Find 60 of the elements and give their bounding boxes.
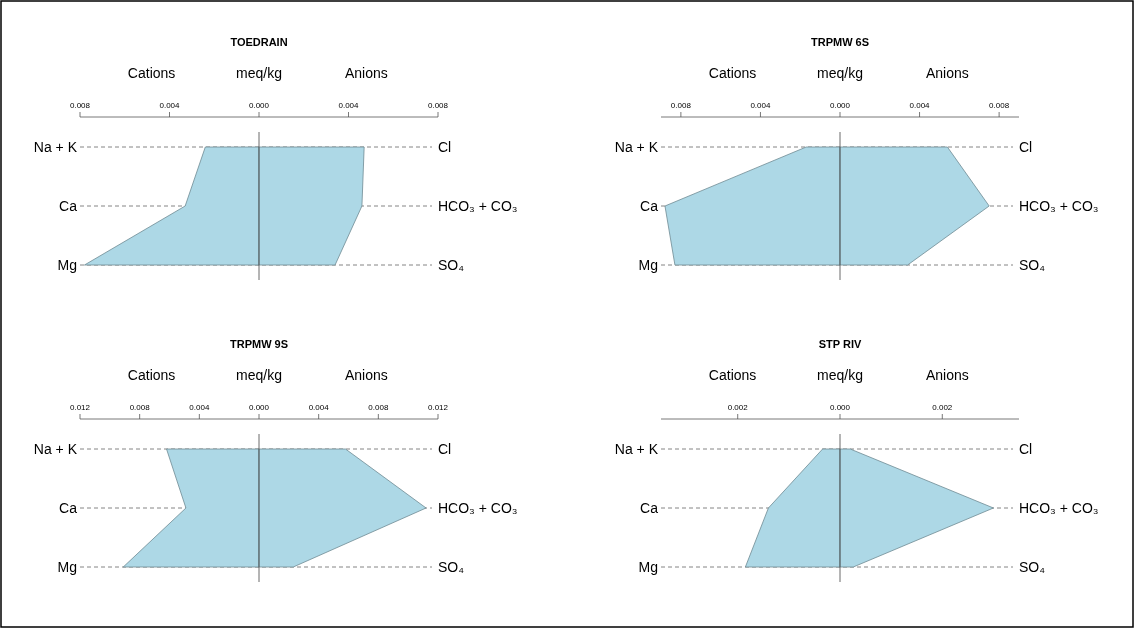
text: Anions (925, 367, 969, 383)
y-tick-label: Ca (59, 198, 78, 214)
x-axis-title: meq/kg (817, 367, 863, 383)
x-tick-label: 0.012 (427, 403, 449, 412)
x-tick-label: 0.008 (69, 101, 91, 110)
y-tick-label: Mg (57, 257, 77, 273)
y2-tick-label: Cl (1019, 441, 1033, 457)
chart-title: STP RIV (818, 338, 862, 350)
text: 0.000 (829, 101, 851, 110)
x-axis-title: meq/kg (236, 65, 282, 81)
x-tick-label: 0.004 (338, 101, 360, 110)
text: 0.000 (248, 403, 270, 412)
y2-tick-label: HCO₃ + CO₃ (438, 198, 518, 214)
text: Anions (925, 65, 969, 81)
text: Cations (127, 367, 176, 383)
y2-tick-label: Cl (438, 441, 452, 457)
x-tick-label: 0.004 (159, 101, 181, 110)
chart-title: TOEDRAIN (230, 36, 288, 48)
y-tick-label: Ca (59, 500, 78, 516)
x-tick-label: 0.008 (368, 403, 389, 412)
x-tick-label: 0.008 (427, 101, 449, 110)
y-tick-label: Mg (57, 559, 77, 575)
y2-tick-label: HCO₃ + CO₃ (438, 500, 518, 516)
y-tick-label: Na + K (33, 139, 78, 155)
x-tick-label: 0.008 (670, 101, 692, 110)
chart-title: TRPMW 9S (229, 338, 289, 350)
x-tick-label: 0.008 (989, 101, 1010, 110)
x-tick-label: 0.012 (69, 403, 91, 412)
y-tick-label: Na + K (614, 139, 659, 155)
text: Anions (344, 367, 388, 383)
y-tick-label: Ca (640, 198, 659, 214)
chart-title: TRPMW 6S (810, 36, 870, 48)
x-tick-label: 0.004 (750, 101, 771, 110)
x-axis-title: meq/kg (236, 367, 282, 383)
y2-tick-label: HCO₃ + CO₃ (1019, 198, 1099, 214)
text: Cations (708, 367, 757, 383)
y2-tick-label: SO₄ (438, 559, 465, 575)
y-tick-label: Na + K (33, 441, 78, 457)
y2-tick-label: HCO₃ + CO₃ (1019, 500, 1099, 516)
x-tick-label: 0.002 (932, 403, 953, 412)
text: 0.000 (248, 101, 270, 110)
text: Cations (127, 65, 176, 81)
y2-tick-label: SO₄ (1019, 257, 1046, 273)
x-tick-label: 0.004 (909, 101, 931, 110)
y-tick-label: Na + K (614, 441, 659, 457)
x-tick-label: 0.002 (727, 403, 749, 412)
y2-tick-label: SO₄ (1019, 559, 1046, 575)
y2-tick-label: SO₄ (438, 257, 465, 273)
x-tick-label: 0.008 (129, 403, 151, 412)
y-tick-label: Ca (640, 500, 659, 516)
y-tick-label: Mg (638, 559, 658, 575)
x-tick-label: 0.004 (189, 403, 210, 412)
y2-tick-label: Cl (438, 139, 452, 155)
x-axis-title: meq/kg (817, 65, 863, 81)
text: Anions (344, 65, 388, 81)
y2-tick-label: Cl (1019, 139, 1033, 155)
y-tick-label: Mg (638, 257, 658, 273)
text: Cations (708, 65, 757, 81)
text: 0.000 (829, 403, 851, 412)
x-tick-label: 0.004 (308, 403, 330, 412)
